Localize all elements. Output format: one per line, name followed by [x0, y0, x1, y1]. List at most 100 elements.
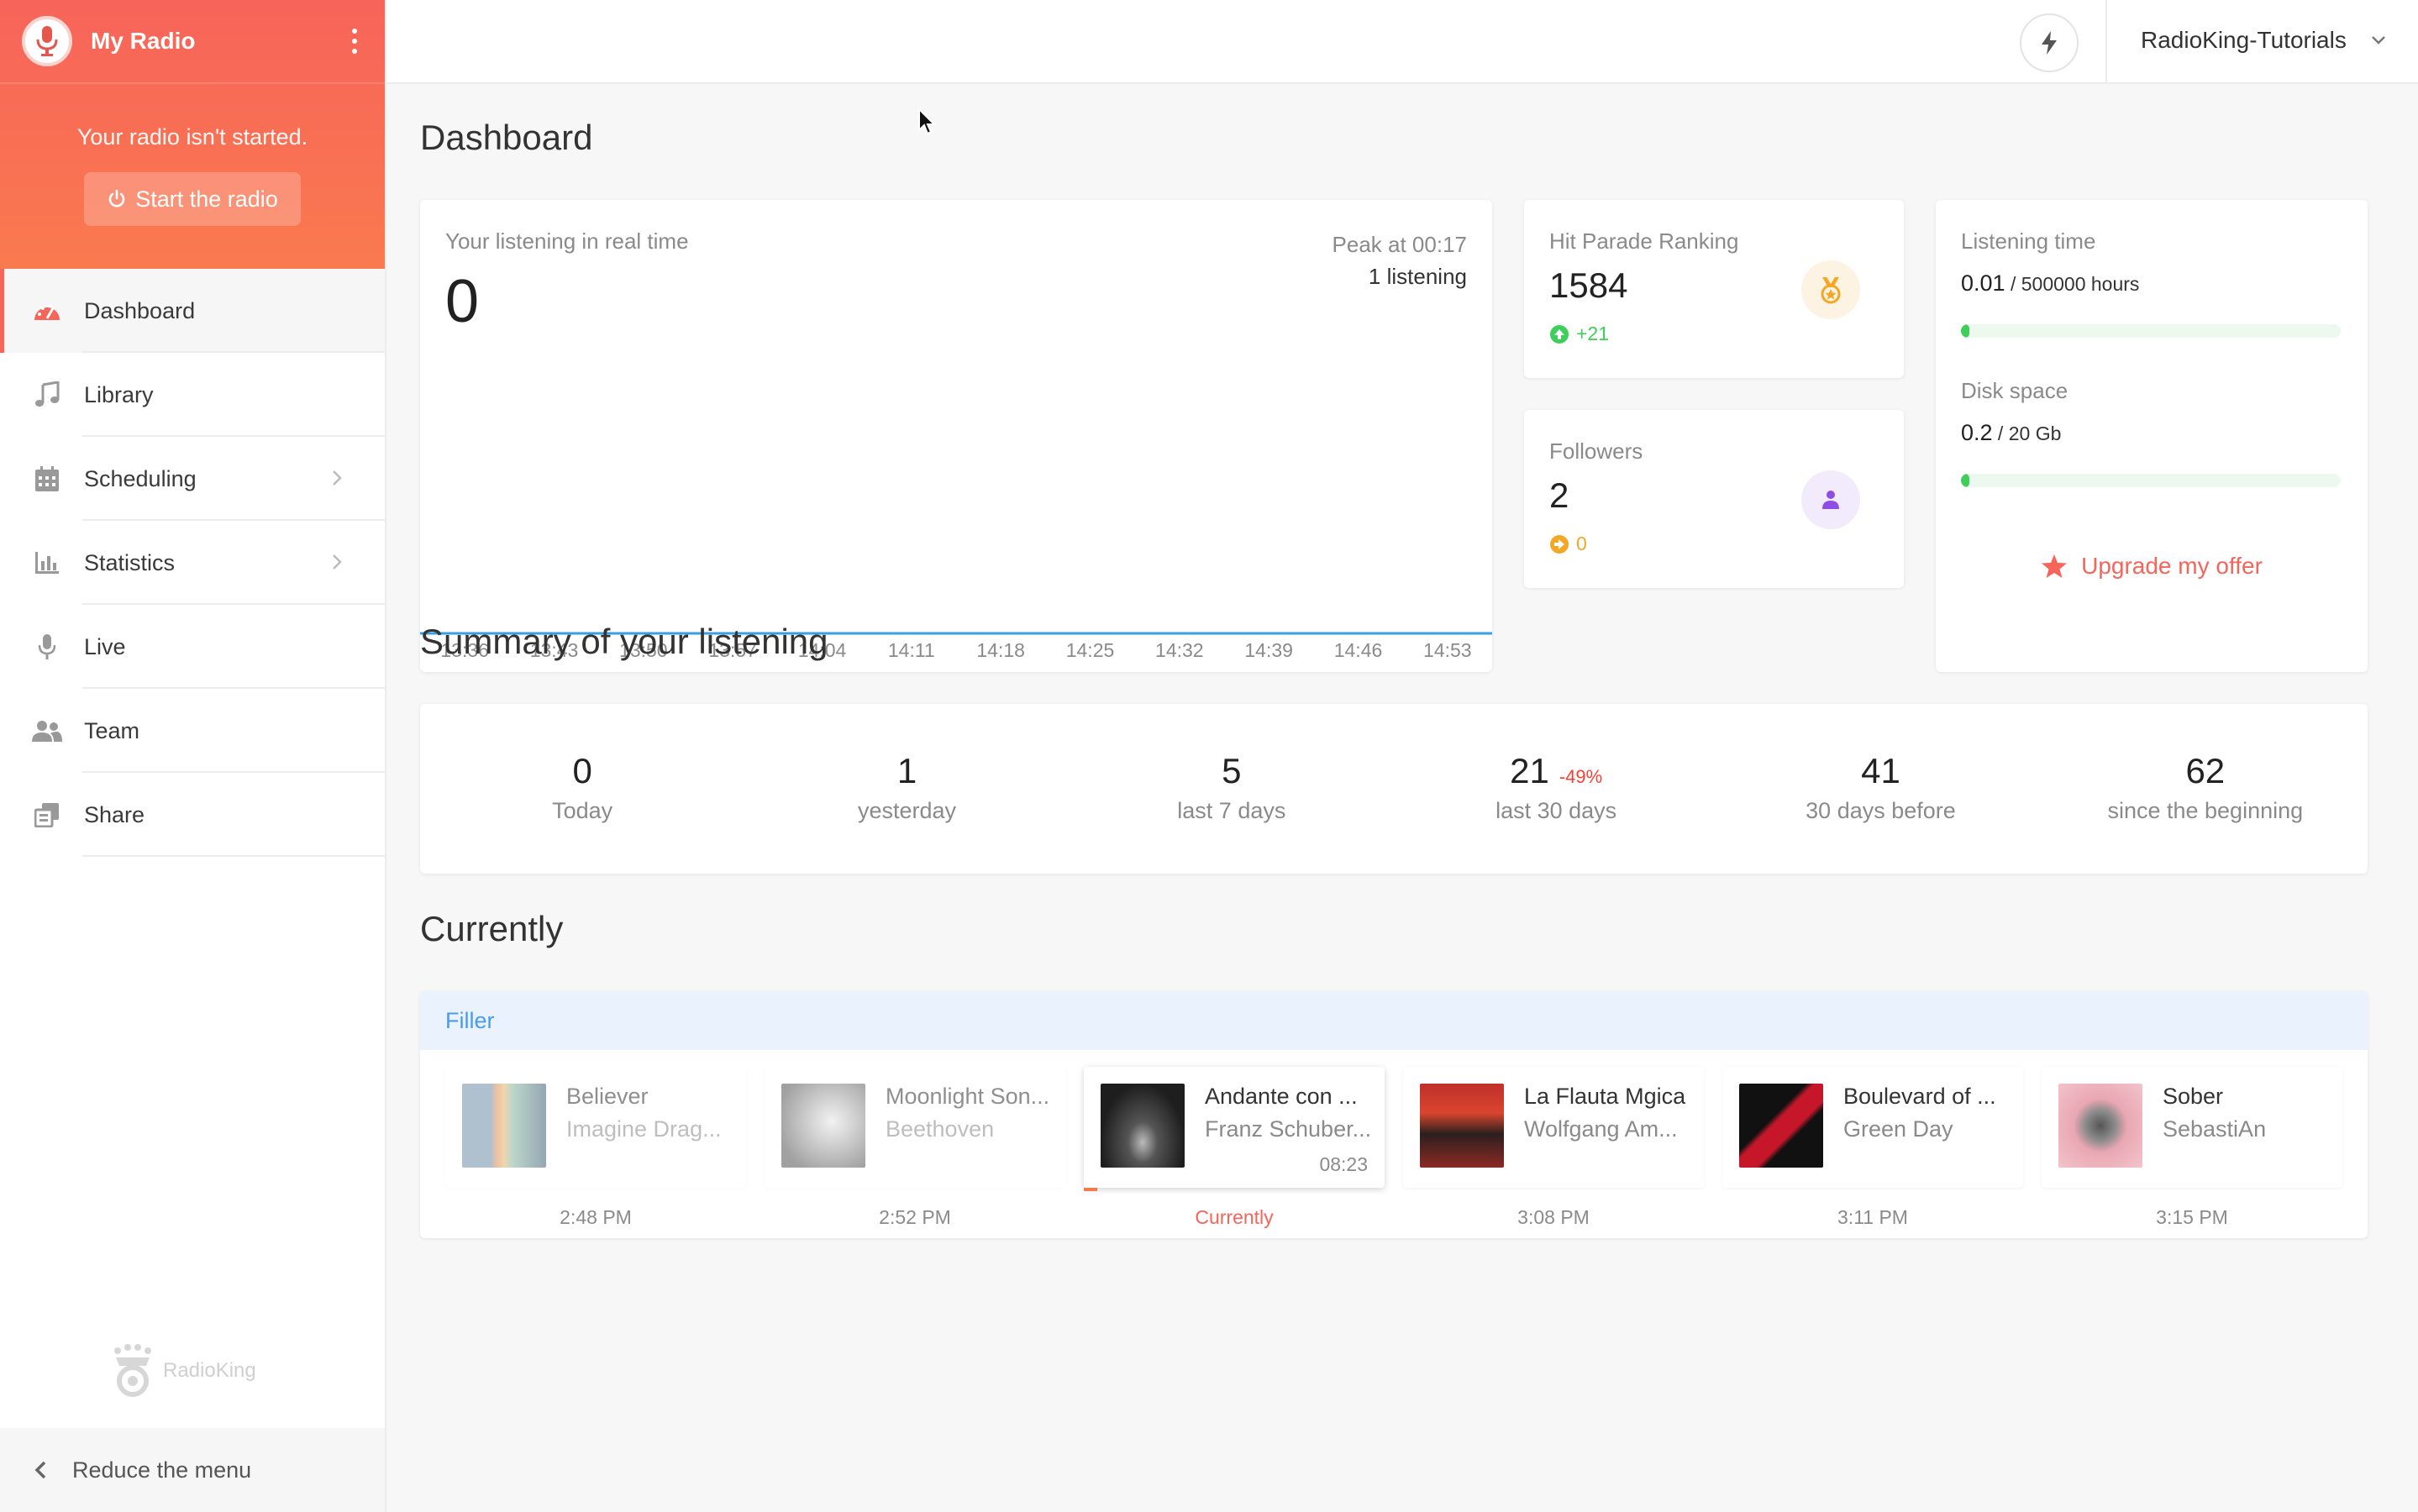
x-tick-label: 13:43	[530, 639, 579, 661]
track-item[interactable]: Believer Imagine Drag... 2:48 PM	[445, 1067, 746, 1229]
topbar-divider	[2105, 0, 2107, 84]
more-options-icon[interactable]	[346, 29, 363, 54]
sidebar-item-team[interactable]: Team	[0, 689, 385, 773]
x-tick-label: 14:18	[976, 639, 1025, 661]
user-badge	[1801, 470, 1860, 529]
listening-time-value: 0.01 / 500000 hours	[1961, 270, 2139, 297]
track-time: 2:48 PM	[560, 1206, 632, 1228]
followers-title: Followers	[1549, 438, 1643, 464]
realtime-line-chart[interactable]: 13:36 13:43 13:50 13:57 14:04 14:11 14:18 14:25…	[420, 519, 1492, 672]
sidebar-item-statistics[interactable]: Statistics	[0, 521, 385, 605]
x-tick-label: 14:39	[1244, 639, 1293, 661]
summary-item-30-days-before: 41 30 days before	[1718, 704, 2042, 874]
listening-summary-card: 0 Today 1 yesterday 5 last 7 days 21 -49%…	[420, 704, 2368, 874]
upgrade-offer-link[interactable]: Upgrade my offer	[1936, 553, 2368, 580]
track-timeline: Believer Imagine Drag... 2:48 PM Moonlig…	[445, 1067, 2342, 1229]
listening-time-total: / 500000 hours	[2005, 273, 2140, 295]
account-dropdown[interactable]: RadioKing-Tutorials	[2141, 27, 2387, 54]
sidebar-item-dashboard[interactable]: Dashboard	[0, 269, 385, 353]
listening-time-title: Listening time	[1961, 228, 2096, 254]
followers-delta: 0	[1549, 533, 1587, 555]
x-tick-label: 14:04	[798, 639, 847, 661]
radio-avatar[interactable]	[22, 16, 72, 66]
disk-space-value: 0.2 / 20 Gb	[1961, 420, 2061, 446]
summary-value: 62	[2185, 751, 2226, 790]
x-tick-label: 13:57	[708, 639, 757, 661]
album-cover	[1739, 1084, 1823, 1168]
followers-value: 2	[1549, 475, 1569, 515]
topbar: RadioKing-Tutorials	[386, 0, 2418, 84]
track-title: Sober	[2163, 1084, 2224, 1109]
disk-space-title: Disk space	[1961, 378, 2068, 403]
track-time: 3:15 PM	[2156, 1206, 2228, 1228]
track-item[interactable]: Moonlight Son... Beethoven 2:52 PM	[765, 1067, 1065, 1229]
x-tick-label: 14:46	[1334, 639, 1383, 661]
track-item-current[interactable]: Andante con ... Franz Schuber... 08:23 C…	[1084, 1067, 1385, 1229]
summary-value: 41	[1861, 751, 1900, 790]
sidebar-item-library[interactable]: Library	[0, 353, 385, 437]
track-title: Moonlight Son...	[886, 1084, 1050, 1109]
sidebar-item-label: Library	[84, 381, 154, 407]
star-icon	[2042, 554, 2068, 578]
summary-label: 30 days before	[1806, 798, 1956, 823]
usage-card: Listening time 0.01 / 500000 hours Disk …	[1936, 200, 2368, 672]
start-radio-button[interactable]: Start the radio	[84, 172, 301, 226]
sidebar-item-label: Dashboard	[84, 297, 196, 323]
chevron-left-icon	[34, 1461, 46, 1479]
album-cover	[1420, 1084, 1504, 1168]
realtime-listening-card: Your listening in real time 0 Peak at 00…	[420, 200, 1492, 672]
track-item[interactable]: La Flauta Mgica Wolfgang Am... 3:08 PM	[1403, 1067, 1704, 1229]
x-tick-label: 13:50	[619, 639, 668, 661]
disk-space-progress	[1961, 474, 2341, 487]
hit-parade-delta-value: +21	[1576, 323, 1610, 344]
playlist-name[interactable]: Filler	[420, 991, 2368, 1050]
disk-space-total: / 20 Gb	[1992, 423, 2062, 444]
summary-label: last 7 days	[1177, 798, 1286, 823]
quick-actions-button[interactable]	[2020, 13, 2079, 72]
track-progress	[1084, 1188, 1097, 1191]
radio-name[interactable]: My Radio	[91, 28, 196, 54]
user-icon	[1822, 491, 1839, 509]
summary-label: since the beginning	[2107, 798, 2304, 823]
sidebar: My Radio Your radio isn't started. Start…	[0, 0, 386, 1512]
track-artist: Green Day	[1843, 1116, 1953, 1142]
album-cover	[2058, 1084, 2142, 1168]
sidebar-item-live[interactable]: Live	[0, 605, 385, 689]
radio-header: My Radio	[0, 0, 385, 84]
sidebar-item-label: Team	[84, 717, 140, 743]
upgrade-offer-label: Upgrade my offer	[2081, 553, 2263, 579]
summary-item-since-beginning: 62 since the beginning	[2043, 704, 2368, 874]
track-item[interactable]: Boulevard of ... Green Day 3:11 PM	[1722, 1067, 2023, 1229]
power-icon	[108, 189, 125, 207]
currently-title: Currently	[420, 909, 564, 948]
disk-space-used: 0.2	[1961, 420, 1993, 445]
reduce-menu-button[interactable]: Reduce the menu	[0, 1428, 385, 1512]
sidebar-item-scheduling[interactable]: Scheduling	[0, 437, 385, 521]
summary-item-last-7-days: 5 last 7 days	[1070, 704, 1394, 874]
chevron-down-icon	[2371, 36, 2385, 45]
start-radio-label: Start the radio	[135, 186, 278, 212]
x-tick-label: 14:53	[1423, 639, 1472, 661]
hit-parade-delta: +21	[1549, 323, 1609, 345]
followers-delta-value: 0	[1576, 533, 1587, 554]
summary-change-badge: -49%	[1559, 766, 1603, 787]
medal-badge	[1801, 260, 1860, 319]
peak-time: Peak at 00:17	[1332, 232, 1467, 257]
account-name: RadioKing-Tutorials	[2141, 27, 2347, 53]
sidebar-item-share[interactable]: Share	[0, 773, 385, 857]
track-time: Currently	[1195, 1206, 1274, 1228]
currently-playing-card: Filler Believer Imagine Drag... 2:48 PM …	[420, 991, 2368, 1238]
summary-value: 5	[1222, 751, 1242, 790]
medal-icon	[1821, 277, 1841, 304]
summary-value: 1	[896, 751, 917, 790]
share-icon	[32, 800, 62, 830]
radioking-logo-icon	[114, 1344, 151, 1397]
lightning-icon	[2042, 31, 2057, 55]
arrow-up-circle-icon	[1550, 324, 1569, 344]
radio-status-text: Your radio isn't started.	[76, 124, 308, 150]
track-item[interactable]: Sober SebastiAn 3:15 PM	[2042, 1067, 2342, 1229]
peak-info: Peak at 00:17 1 listening	[1333, 228, 1467, 292]
realtime-title: Your listening in real time	[445, 228, 689, 254]
main-nav: Dashboard Library Scheduling Statistics	[0, 269, 385, 857]
track-title: Boulevard of ...	[1843, 1084, 1996, 1109]
